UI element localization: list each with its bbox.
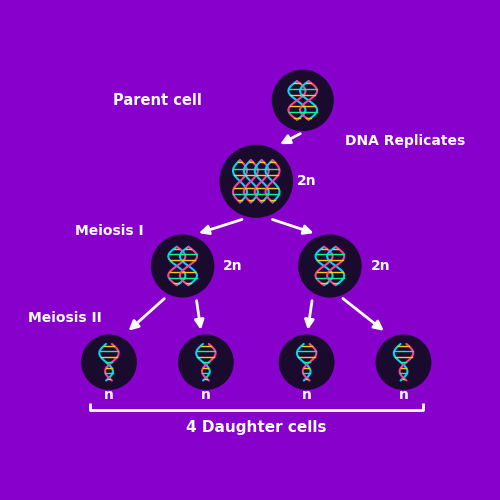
Text: n: n	[104, 388, 114, 402]
Circle shape	[278, 334, 334, 390]
Circle shape	[81, 334, 137, 390]
Text: 2n: 2n	[370, 259, 390, 273]
Text: Meiosis II: Meiosis II	[28, 311, 101, 325]
Text: Meiosis I: Meiosis I	[75, 224, 144, 238]
Circle shape	[151, 234, 214, 298]
Text: 4 Daughter cells: 4 Daughter cells	[186, 420, 326, 435]
Circle shape	[178, 334, 234, 390]
Text: n: n	[302, 388, 312, 402]
Text: 2n: 2n	[297, 174, 316, 188]
Circle shape	[298, 234, 362, 298]
Text: 2n: 2n	[223, 259, 243, 273]
Text: DNA Replicates: DNA Replicates	[346, 134, 466, 148]
Circle shape	[220, 144, 293, 218]
Text: n: n	[398, 388, 408, 402]
Circle shape	[376, 334, 432, 390]
Text: n: n	[201, 388, 211, 402]
Circle shape	[272, 70, 334, 131]
Text: Parent cell: Parent cell	[113, 93, 202, 108]
